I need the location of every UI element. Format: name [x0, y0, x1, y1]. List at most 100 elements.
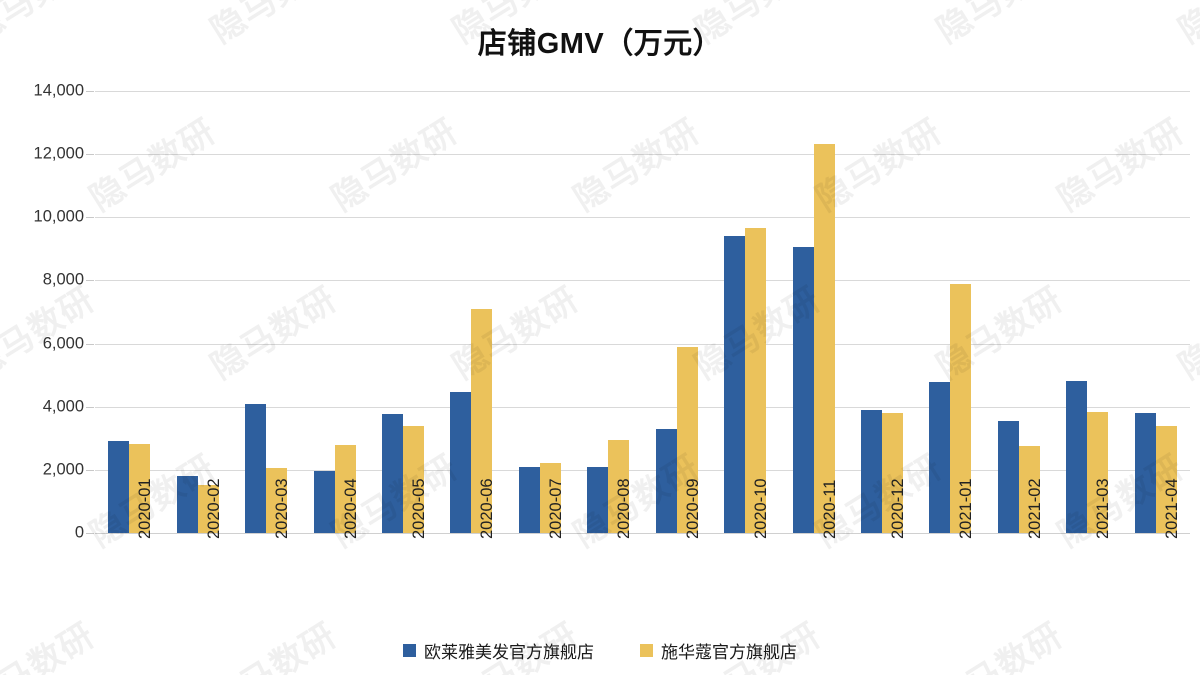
gridline	[95, 154, 1190, 156]
bar[interactable]	[245, 403, 267, 533]
bar[interactable]	[882, 413, 904, 533]
bar[interactable]	[402, 426, 424, 533]
bar[interactable]	[471, 308, 493, 533]
gridline	[95, 280, 1190, 282]
bar[interactable]	[334, 444, 356, 533]
bar[interactable]	[813, 144, 835, 533]
bar[interactable]	[1155, 425, 1177, 533]
x-axis-tick-label: 2020-04	[341, 478, 360, 539]
x-axis-tick-label: 2020-11	[820, 479, 839, 539]
bar-group	[574, 91, 642, 533]
gridline	[95, 406, 1190, 408]
x-axis-tick-label: 2021-03	[1094, 478, 1113, 539]
x-axis-tick-label: 2020-06	[478, 478, 497, 539]
x-axis-tick-label: 2021-01	[957, 478, 976, 539]
bar[interactable]	[587, 466, 609, 533]
bar-group	[506, 91, 574, 533]
bar[interactable]	[129, 444, 151, 533]
bar[interactable]	[197, 485, 219, 533]
axis-baseline	[95, 533, 1190, 534]
legend-label: 欧莱雅美发官方旗舰店	[424, 643, 594, 662]
bar[interactable]	[724, 236, 746, 533]
bars-layer	[95, 91, 1190, 533]
x-axis-tick-label: 2020-02	[204, 478, 223, 539]
legend-swatch-icon	[403, 644, 416, 657]
bar[interactable]	[539, 462, 561, 533]
bar-group	[779, 91, 847, 533]
bar-group	[1122, 91, 1190, 533]
bar-group	[163, 91, 231, 533]
y-axis-tick-mark	[86, 280, 94, 282]
bar-group	[985, 91, 1053, 533]
y-axis-tick-label: 8,000	[42, 270, 84, 289]
legend-label: 施华蔻官方旗舰店	[661, 643, 797, 662]
y-axis: 0 2,000 4,000 6,000 8,000 10,000 12,000 14,000	[0, 82, 94, 542]
x-axis-tick-label: 2020-05	[409, 478, 428, 539]
x-axis-tick-label: 2020-01	[136, 478, 155, 539]
bar[interactable]	[1087, 412, 1109, 533]
y-axis-tick-label: 10,000	[33, 207, 84, 226]
bar-group	[300, 91, 368, 533]
bar[interactable]	[745, 228, 767, 533]
y-axis-tick-mark	[86, 91, 94, 92]
bar-group	[916, 91, 984, 533]
bar[interactable]	[518, 466, 540, 533]
bar-group	[711, 91, 779, 533]
bar[interactable]	[450, 391, 472, 533]
bar[interactable]	[1066, 380, 1088, 533]
gridline	[95, 217, 1190, 219]
legend-item[interactable]: 欧莱雅美发官方旗舰店	[403, 638, 594, 663]
y-axis-tick-mark	[86, 343, 94, 345]
bar[interactable]	[108, 440, 130, 533]
bar-group	[369, 91, 437, 533]
x-axis-tick-label: 2020-08	[615, 478, 634, 539]
bar[interactable]	[381, 414, 403, 533]
x-axis-tick-label: 2020-10	[752, 478, 771, 539]
bar[interactable]	[950, 283, 972, 533]
chart-legend: 欧莱雅美发官方旗舰店 施华蔻官方旗舰店	[0, 638, 1200, 663]
y-axis-tick-label: 6,000	[42, 334, 84, 353]
bar-group	[848, 91, 916, 533]
y-axis-tick-label: 2,000	[42, 460, 84, 479]
y-axis-tick-mark	[86, 217, 94, 219]
legend-item[interactable]: 施华蔻官方旗舰店	[640, 638, 797, 663]
x-axis-tick-label: 2021-04	[1162, 478, 1181, 539]
x-axis-tick-label: 2020-12	[889, 478, 908, 539]
y-axis-tick-mark	[86, 533, 94, 534]
x-axis-tick-label: 2021-02	[1025, 478, 1044, 539]
x-axis-tick-label: 2020-07	[546, 478, 565, 539]
plot-area	[95, 91, 1190, 534]
x-axis-tick-label: 2020-09	[683, 478, 702, 539]
bar[interactable]	[608, 439, 630, 533]
bar-group	[232, 91, 300, 533]
y-axis-tick-label: 14,000	[33, 81, 84, 100]
gridline	[95, 343, 1190, 345]
bar[interactable]	[1134, 413, 1156, 533]
gridline	[95, 91, 1190, 92]
bar[interactable]	[655, 429, 677, 533]
bar-group	[95, 91, 163, 533]
bar-group	[437, 91, 505, 533]
x-axis: 2020-01 2020-02 2020-03 2020-04 2020-05 2020-…	[95, 478, 1190, 633]
bar[interactable]	[997, 420, 1019, 533]
bar[interactable]	[676, 347, 698, 533]
bar[interactable]	[1018, 446, 1040, 533]
chart-title: 店铺GMV（万元）	[477, 28, 723, 60]
y-axis-tick-mark	[86, 469, 94, 471]
y-axis-tick-label: 12,000	[33, 144, 84, 163]
bar[interactable]	[929, 382, 951, 533]
bar-group	[1053, 91, 1121, 533]
bar[interactable]	[792, 247, 814, 533]
bar[interactable]	[313, 471, 335, 533]
bar[interactable]	[266, 468, 288, 533]
gridline	[95, 469, 1190, 471]
legend-swatch-icon	[640, 644, 653, 657]
y-axis-tick-label: 0	[74, 523, 84, 542]
x-axis-tick-label: 2020-03	[273, 478, 292, 539]
bar[interactable]	[176, 476, 198, 533]
y-axis-tick-mark	[86, 154, 94, 156]
y-axis-tick-mark	[86, 406, 94, 408]
y-axis-tick-label: 4,000	[42, 397, 84, 416]
bar[interactable]	[861, 409, 883, 533]
